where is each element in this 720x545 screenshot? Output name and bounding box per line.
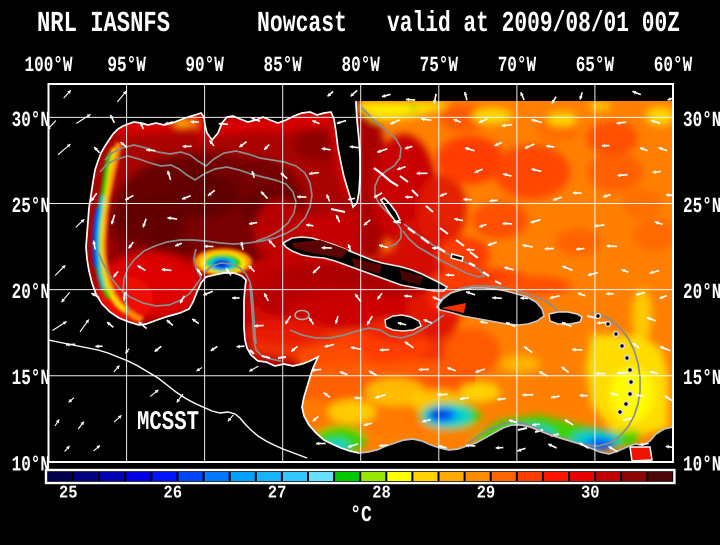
svg-text:10°N: 10°N: [683, 453, 720, 477]
svg-text:valid at 2009/08/01 00Z: valid at 2009/08/01 00Z: [387, 7, 680, 40]
svg-text:75°W: 75°W: [420, 53, 459, 77]
svg-text:20°N: 20°N: [683, 281, 720, 305]
svg-text:Nowcast: Nowcast: [257, 7, 347, 40]
svg-text:26: 26: [163, 483, 182, 504]
svg-text:15°N: 15°N: [12, 367, 50, 391]
svg-text:60°W: 60°W: [654, 53, 693, 77]
svg-text:29: 29: [477, 483, 496, 504]
svg-text:85°W: 85°W: [263, 53, 302, 77]
svg-text:25°N: 25°N: [12, 194, 50, 218]
svg-text:10°N: 10°N: [12, 453, 50, 477]
svg-text:30: 30: [581, 483, 600, 504]
svg-text:15°N: 15°N: [683, 367, 720, 391]
svg-text:30°N: 30°N: [12, 108, 50, 132]
svg-text:70°W: 70°W: [498, 53, 537, 77]
svg-text:28: 28: [372, 483, 391, 504]
svg-text:MCSST: MCSST: [137, 407, 199, 438]
svg-text:100°W: 100°W: [24, 53, 72, 77]
svg-text:NRL IASNFS: NRL IASNFS: [37, 7, 170, 40]
svg-text:65°W: 65°W: [576, 53, 615, 77]
svg-text:20°N: 20°N: [12, 281, 50, 305]
svg-text:95°W: 95°W: [107, 53, 146, 77]
svg-text:30°N: 30°N: [683, 108, 720, 132]
svg-text:25°N: 25°N: [683, 194, 720, 218]
svg-text:27: 27: [268, 483, 287, 504]
svg-text:80°W: 80°W: [341, 53, 380, 77]
svg-text:90°W: 90°W: [185, 53, 224, 77]
svg-text:°C: °C: [350, 504, 372, 529]
svg-text:25: 25: [59, 483, 78, 504]
